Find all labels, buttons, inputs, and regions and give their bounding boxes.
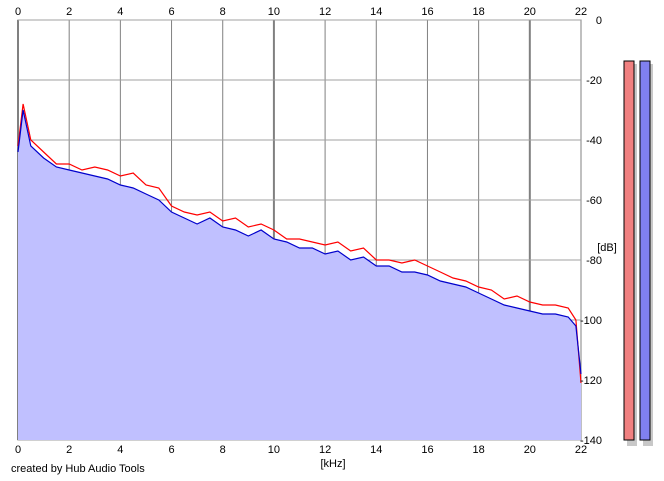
x-axis-bottom: 0 2 4 6 8 10 12 14 16 18 20 22 — [15, 444, 587, 456]
x-tick-label-bottom: 4 — [117, 444, 123, 456]
y-tick-label: -100 — [580, 315, 602, 327]
y-axis-label: [dB] — [597, 242, 617, 254]
x-tick-label-top: 4 — [117, 6, 123, 18]
x-tick-label-bottom: 8 — [220, 444, 226, 456]
x-tick-label-top: 20 — [524, 6, 536, 18]
x-tick-label-bottom: 20 — [524, 444, 536, 456]
footer-credit: created by Hub Audio Tools — [11, 463, 145, 475]
x-tick-label-top: 16 — [421, 6, 433, 18]
x-tick-label-bottom: 12 — [319, 444, 331, 456]
x-tick-label-top: 12 — [319, 6, 331, 18]
x-tick-label-top: 22 — [575, 6, 587, 18]
x-axis-label: [kHz] — [320, 458, 345, 470]
x-tick-label-bottom: 10 — [268, 444, 280, 456]
x-tick-label-top: 6 — [168, 6, 174, 18]
x-tick-label-bottom: 6 — [168, 444, 174, 456]
x-tick-label-bottom: 18 — [473, 444, 485, 456]
x-tick-label-bottom: 22 — [575, 444, 587, 456]
x-tick-label-top: 2 — [66, 6, 72, 18]
series-line-blue — [17, 109, 582, 375]
x-tick-label-top: 8 — [220, 6, 226, 18]
y-tick-label: -140 — [580, 435, 602, 447]
x-tick-label-bottom: 2 — [66, 444, 72, 456]
x-tick-label-top: 14 — [370, 6, 382, 18]
level-meters — [623, 60, 653, 446]
x-axis-top: 0 2 4 6 8 10 12 14 16 18 20 22 — [15, 6, 587, 18]
spectrum-fill-area — [18, 110, 581, 440]
x-tick-label-bottom: 0 — [15, 444, 21, 456]
x-tick-label-bottom: 14 — [370, 444, 382, 456]
level-meter-r — [639, 60, 651, 441]
y-tick-label: 0 — [596, 15, 602, 27]
y-axis-right: 0 -20 -40 -60 -80 -100 -120 -140 — [580, 15, 602, 447]
x-tick-label-top: 18 — [473, 6, 485, 18]
x-tick-label-bottom: 16 — [421, 444, 433, 456]
y-tick-label: -60 — [586, 195, 602, 207]
level-meter-l — [623, 60, 635, 441]
x-tick-label-top: 0 — [15, 6, 21, 18]
spectrum-series — [17, 103, 582, 440]
y-tick-label: -20 — [586, 75, 602, 87]
y-tick-label: -80 — [586, 255, 602, 267]
x-tick-label-top: 10 — [268, 6, 280, 18]
y-tick-label: -40 — [586, 135, 602, 147]
series-line-red — [17, 103, 582, 384]
y-tick-label: -120 — [580, 375, 602, 387]
